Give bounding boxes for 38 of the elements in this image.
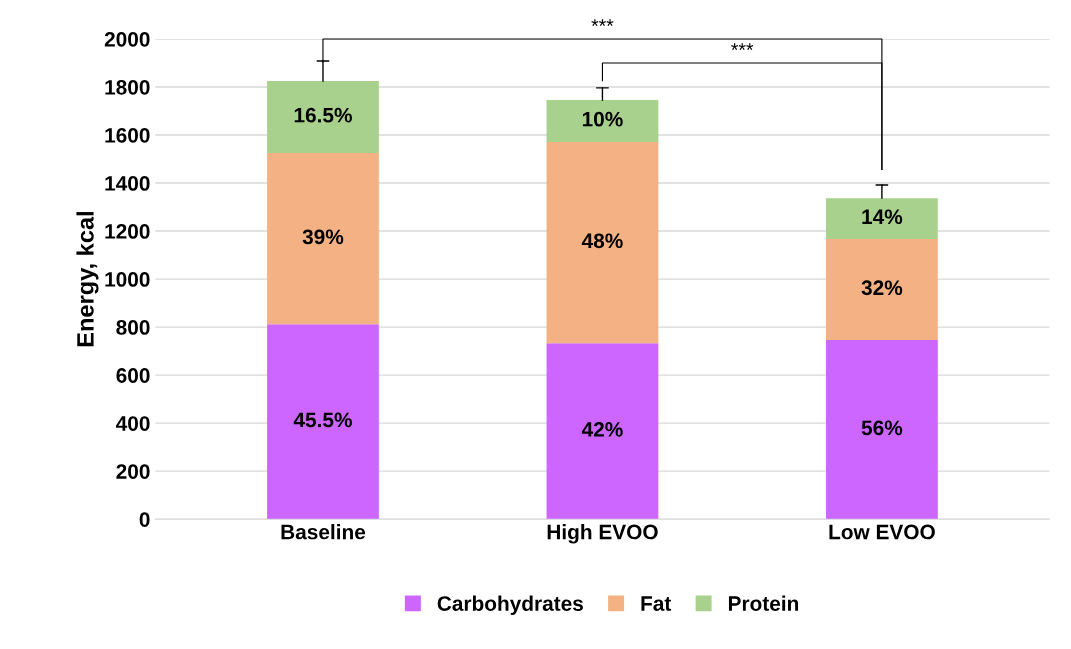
- annotation: 16.5%: [294, 107, 352, 123]
- text: ***: [591, 19, 614, 26]
- y-tick-label: 2000: [104, 31, 150, 47]
- y-tick-label: 800: [116, 320, 150, 335]
- y-tick-label: 1600: [105, 127, 150, 143]
- y-tick-label: 1400: [105, 176, 150, 191]
- x-tick-label: High EVOO: [547, 524, 658, 544]
- annotation: 48%: [581, 233, 623, 249]
- y-tick-label: 400: [115, 416, 150, 431]
- annotation: 42%: [581, 422, 623, 437]
- bar: [826, 238, 938, 341]
- bar: [826, 340, 938, 520]
- y-tick-label: 1200: [105, 224, 150, 239]
- bar: [546, 343, 659, 520]
- annotation: ***: [731, 43, 754, 50]
- bar: [546, 141, 659, 344]
- bar: [267, 153, 379, 325]
- bar: [546, 99, 659, 142]
- bar: [267, 324, 379, 520]
- annotation: 10%: [582, 111, 623, 127]
- annotation: 32%: [861, 280, 903, 296]
- legend-label: Carbohydrates: [437, 595, 583, 615]
- y-tick-label: 600: [116, 368, 150, 383]
- y-tick-label: 1800: [105, 79, 150, 95]
- y-tick-label: 0: [139, 512, 150, 527]
- x-tick-label: Low EVOO: [829, 524, 935, 540]
- annotation: 45.5%: [293, 412, 352, 428]
- bar: [826, 198, 938, 239]
- legend-label: Fat: [641, 596, 672, 611]
- y-tick-label: 1000: [105, 272, 150, 287]
- bar: [267, 80, 379, 153]
- x-tick-label: Baseline: [281, 524, 366, 540]
- legend-label: Protein: [728, 595, 799, 611]
- y-axis-title: Energy, kcal: [76, 212, 99, 347]
- annotation: 56%: [861, 420, 903, 436]
- annotation: 14%: [862, 209, 903, 225]
- y-tick-label: 200: [116, 464, 150, 479]
- annotation: 39%: [302, 229, 344, 245]
